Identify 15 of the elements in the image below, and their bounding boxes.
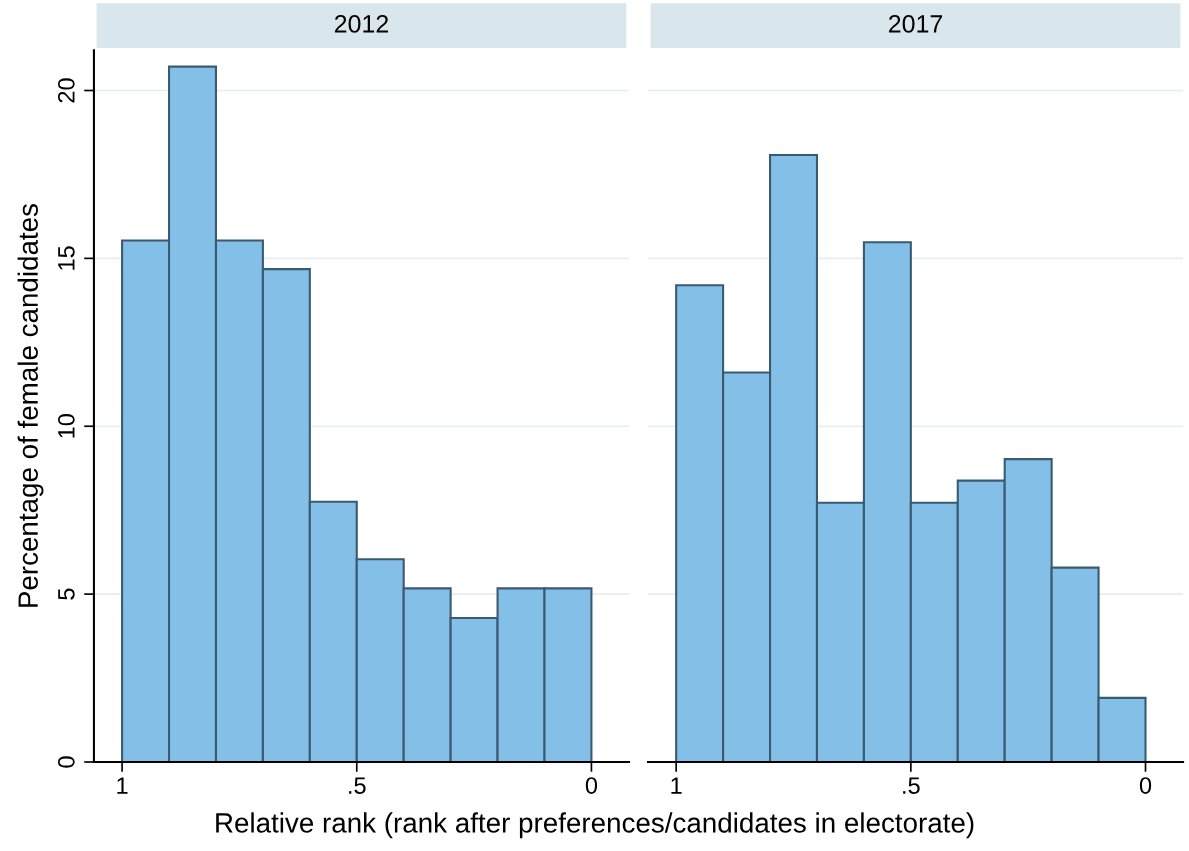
chart-title: 2012: [334, 15, 389, 33]
x-tick-label: .5: [903, 777, 920, 794]
x-tick-label: .5: [349, 777, 366, 794]
y-tick-label: 10: [57, 414, 75, 438]
x-tick-label: 1: [117, 777, 128, 794]
y-tick-label: 0: [57, 756, 75, 768]
chart-title: 2017: [888, 15, 943, 33]
x-tick-label: 0: [585, 777, 598, 794]
y-axis-title: Percentage of female candidates: [17, 204, 44, 607]
y-tick-label: 20: [57, 78, 75, 103]
y-tick-label: 5: [58, 588, 75, 600]
y-tick-label: 15: [58, 246, 75, 270]
x-axis-title: Relative rank (rank after preferences/candidates in electorate): [216, 812, 974, 839]
x-tick-label: 0: [1139, 777, 1152, 794]
x-tick-label: 1: [671, 777, 682, 794]
